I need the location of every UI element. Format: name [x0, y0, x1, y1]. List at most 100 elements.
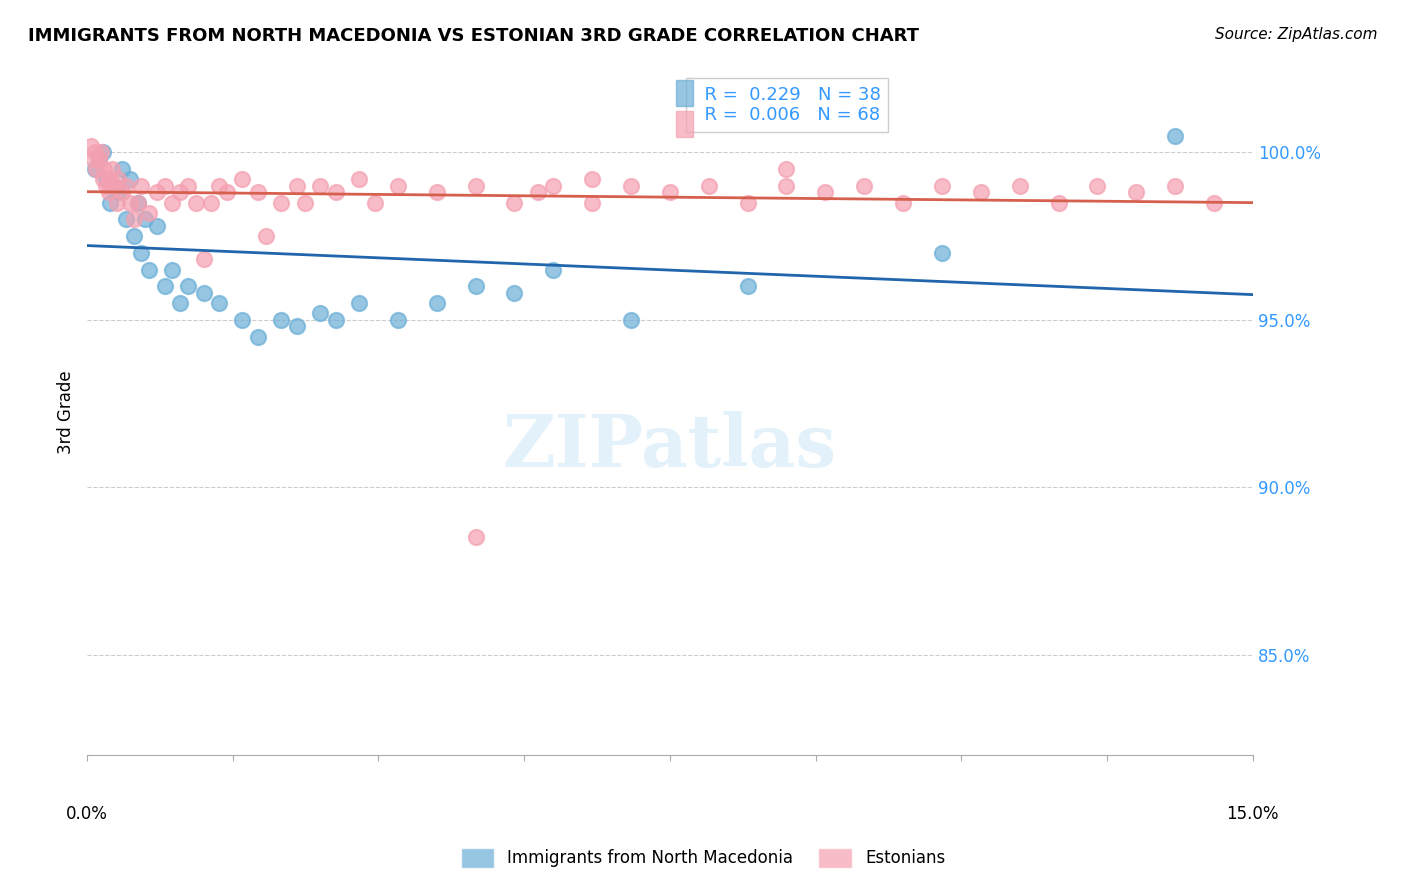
- Point: [184, 195, 207, 210]
- Point: [697, 178, 720, 193]
- Point: [162, 195, 184, 210]
- Point: [200, 195, 222, 210]
- Point: [96, 178, 118, 193]
- Point: [620, 312, 643, 326]
- Point: [82, 152, 104, 166]
- Point: [543, 262, 565, 277]
- Point: [177, 178, 200, 193]
- Text: 15.0%: 15.0%: [1226, 805, 1279, 823]
- Point: [426, 296, 449, 310]
- Point: [127, 195, 149, 210]
- Point: [775, 161, 797, 176]
- Point: [737, 279, 759, 293]
- Point: [215, 186, 238, 200]
- Point: [464, 279, 486, 293]
- Point: [526, 186, 548, 200]
- Point: [169, 186, 191, 200]
- Point: [231, 172, 253, 186]
- Point: [115, 178, 138, 193]
- Point: [118, 172, 141, 186]
- Point: [83, 145, 105, 160]
- Point: [177, 279, 200, 293]
- Point: [153, 279, 176, 293]
- Point: [105, 195, 128, 210]
- Point: [503, 285, 526, 300]
- Point: [347, 172, 370, 186]
- Bar: [676, 80, 693, 106]
- Point: [426, 186, 449, 200]
- Point: [87, 152, 110, 166]
- Point: [931, 178, 953, 193]
- Point: [1125, 186, 1147, 200]
- Point: [891, 195, 914, 210]
- Point: [103, 178, 125, 193]
- Point: [581, 195, 603, 210]
- Point: [1047, 195, 1070, 210]
- Point: [107, 172, 129, 186]
- Point: [254, 229, 277, 244]
- Point: [146, 186, 169, 200]
- Point: [138, 262, 160, 277]
- Point: [153, 178, 176, 193]
- Point: [325, 312, 347, 326]
- Point: [98, 172, 121, 186]
- Text: 0.0%: 0.0%: [66, 805, 108, 823]
- Point: [464, 531, 486, 545]
- Point: [1164, 128, 1187, 143]
- Point: [193, 285, 215, 300]
- Point: [97, 186, 120, 200]
- Point: [127, 195, 149, 210]
- Point: [270, 312, 292, 326]
- Point: [464, 178, 486, 193]
- Point: [107, 186, 129, 200]
- Point: [309, 306, 332, 320]
- Point: [122, 229, 145, 244]
- Point: [122, 212, 145, 227]
- Point: [309, 178, 332, 193]
- Point: [387, 178, 409, 193]
- Point: [91, 172, 114, 186]
- Point: [87, 152, 110, 166]
- Text: Source: ZipAtlas.com: Source: ZipAtlas.com: [1215, 27, 1378, 42]
- Point: [503, 195, 526, 210]
- Point: [294, 195, 316, 210]
- Point: [111, 161, 134, 176]
- Point: [285, 178, 308, 193]
- Point: [131, 245, 153, 260]
- Text: IMMIGRANTS FROM NORTH MACEDONIA VS ESTONIAN 3RD GRADE CORRELATION CHART: IMMIGRANTS FROM NORTH MACEDONIA VS ESTON…: [28, 27, 920, 45]
- Point: [581, 172, 603, 186]
- Point: [162, 262, 184, 277]
- Point: [91, 145, 114, 160]
- Point: [131, 178, 153, 193]
- Point: [231, 312, 253, 326]
- Point: [270, 195, 292, 210]
- Point: [208, 178, 231, 193]
- Point: [138, 205, 160, 219]
- Point: [1087, 178, 1109, 193]
- Point: [1008, 178, 1031, 193]
- Point: [325, 186, 347, 200]
- Point: [543, 178, 565, 193]
- Point: [101, 161, 124, 176]
- Point: [118, 195, 141, 210]
- Point: [98, 195, 121, 210]
- Point: [93, 161, 115, 176]
- Point: [246, 186, 269, 200]
- Point: [853, 178, 876, 193]
- Point: [115, 212, 138, 227]
- Legend: Immigrants from North Macedonia, Estonians: Immigrants from North Macedonia, Estonia…: [454, 841, 952, 875]
- Point: [134, 212, 156, 227]
- Text: R =  0.229   N = 38
  R =  0.006   N = 68: R = 0.229 N = 38 R = 0.006 N = 68: [693, 86, 882, 125]
- Point: [931, 245, 953, 260]
- Point: [96, 172, 118, 186]
- Point: [620, 178, 643, 193]
- Point: [347, 296, 370, 310]
- Point: [103, 178, 125, 193]
- Point: [246, 329, 269, 343]
- Point: [970, 186, 993, 200]
- Point: [658, 186, 681, 200]
- Point: [193, 252, 215, 267]
- Point: [169, 296, 191, 310]
- Point: [814, 186, 837, 200]
- Text: ZIPatlas: ZIPatlas: [503, 410, 837, 482]
